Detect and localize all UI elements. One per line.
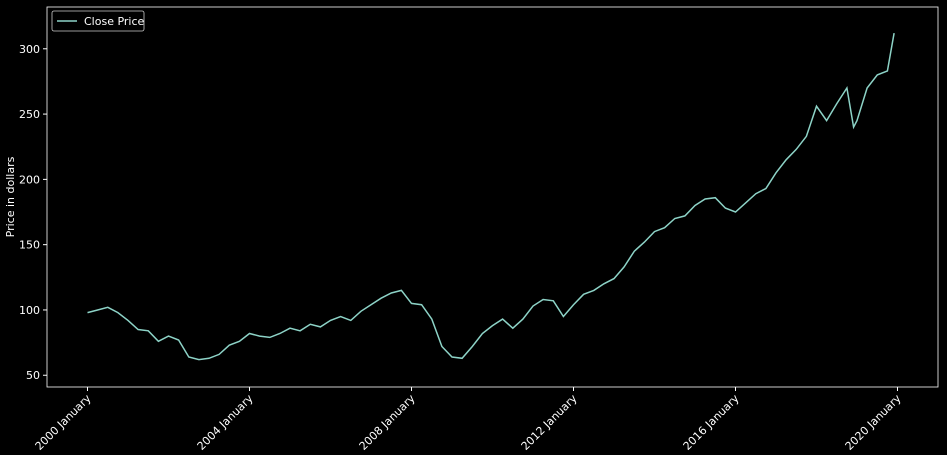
- y-tick-label: 300: [19, 43, 40, 56]
- data-line: [87, 32, 895, 361]
- x-tick-label: 2012 January: [519, 392, 580, 453]
- y-tick-label: 100: [19, 304, 40, 317]
- legend-box: [51, 10, 145, 32]
- legend-label: Close Price: [84, 15, 145, 28]
- y-tick-label: 250: [19, 108, 40, 121]
- x-tick-label: 2016 January: [681, 392, 742, 453]
- y-axis-label: Price in dollars: [4, 156, 17, 237]
- y-tick-label: 200: [19, 173, 40, 186]
- y-tick-label: 50: [26, 369, 40, 382]
- x-tick-label: 2020 January: [843, 392, 904, 453]
- x-tick-label: 2008 January: [357, 392, 418, 453]
- y-tick-label: 150: [19, 239, 40, 252]
- plot-frame: [46, 6, 939, 388]
- x-tick-label: 2004 January: [195, 392, 256, 453]
- x-tick-label: 2000 January: [33, 392, 94, 453]
